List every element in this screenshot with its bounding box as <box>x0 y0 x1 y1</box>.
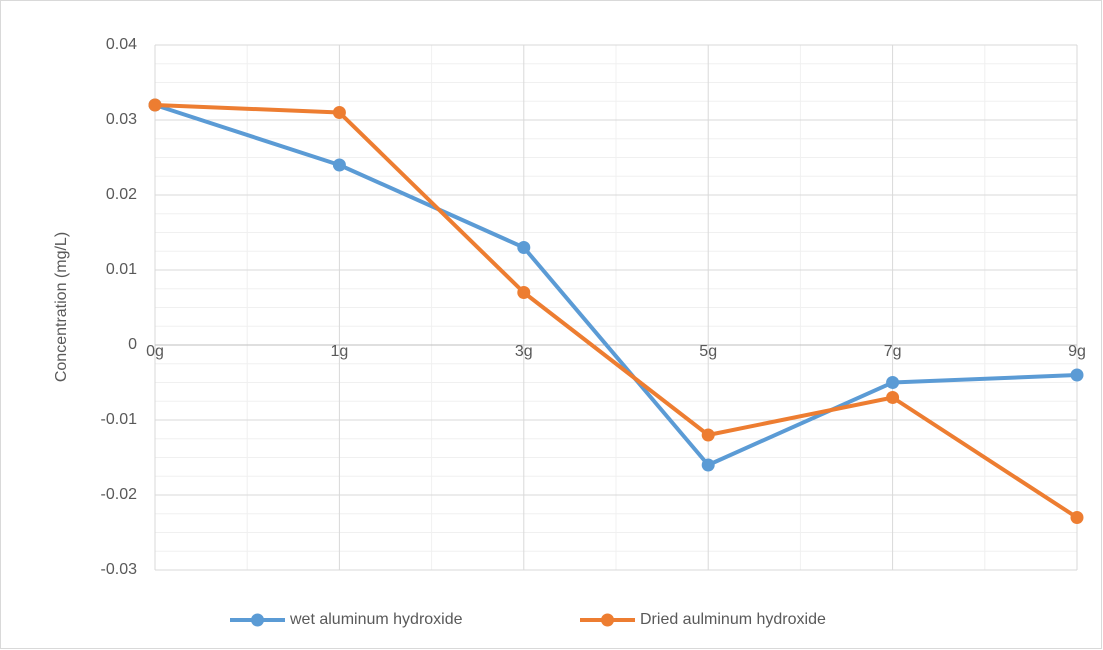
data-point <box>701 458 715 472</box>
data-point <box>701 428 715 442</box>
x-tick-label: 1g <box>331 343 349 360</box>
legend-label: wet aluminum hydroxide <box>289 611 463 628</box>
data-point <box>148 98 162 112</box>
y-tick-label: -0.03 <box>101 561 138 578</box>
data-point <box>517 241 531 254</box>
x-tick-label: 9g <box>1068 343 1086 360</box>
y-tick-label: 0.01 <box>106 261 137 278</box>
x-tick-label: 3g <box>515 343 533 360</box>
data-point <box>332 158 346 172</box>
data-point <box>332 106 346 119</box>
data-point <box>886 391 900 404</box>
data-point <box>886 376 900 389</box>
legend-swatch-marker <box>251 613 264 627</box>
y-tick-label: 0 <box>128 336 137 353</box>
x-tick-label: 0g <box>146 343 164 360</box>
series-line <box>154 103 1078 467</box>
y-tick-label: 0.02 <box>106 186 137 203</box>
data-point <box>1070 368 1084 382</box>
y-tick-label: -0.01 <box>101 411 138 428</box>
y-tick-label: 0.04 <box>106 36 137 53</box>
data-point <box>517 286 531 299</box>
legend-swatch-marker <box>601 613 614 627</box>
y-tick-label: 0.03 <box>106 111 137 128</box>
series-line <box>154 103 1079 520</box>
legend-label: Dried aulminum hydroxide <box>640 611 826 628</box>
x-tick-label: 7g <box>884 343 902 360</box>
y-axis-label: Concentration (mg/L) <box>53 232 70 382</box>
y-tick-label: -0.02 <box>101 486 138 503</box>
data-point <box>1070 511 1084 524</box>
x-tick-label: 5g <box>699 343 717 360</box>
